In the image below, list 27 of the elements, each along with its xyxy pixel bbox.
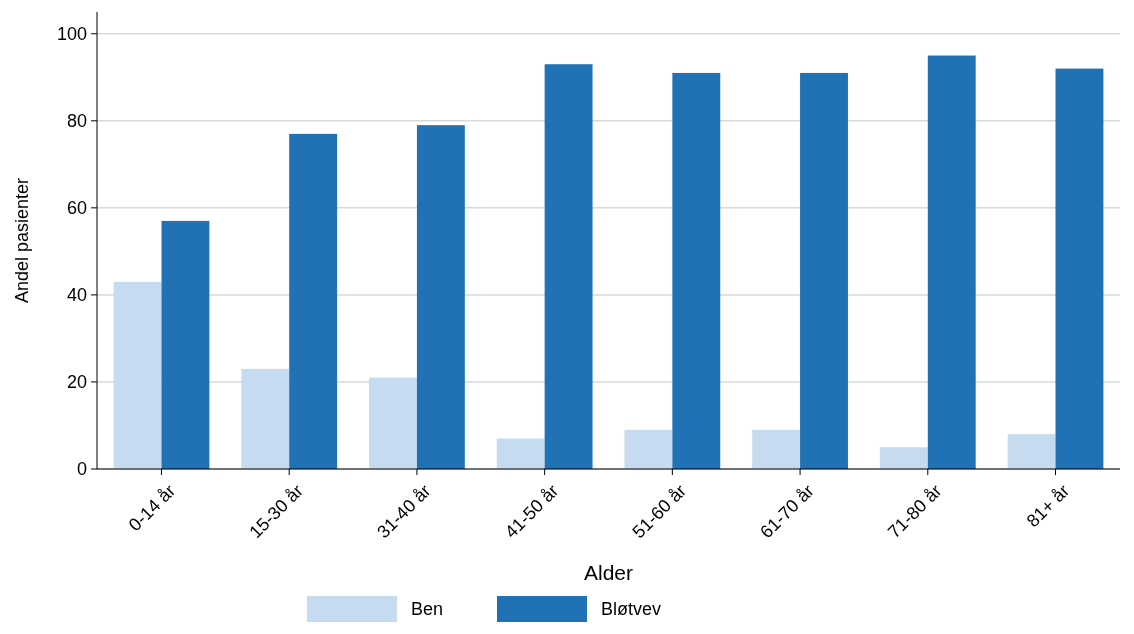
y-tick-label: 80	[66, 111, 87, 132]
x-tick-label: 81+ år	[1022, 480, 1074, 532]
bar	[927, 55, 976, 469]
bar	[496, 438, 545, 469]
legend-label: Ben	[411, 599, 444, 620]
bar	[879, 447, 928, 469]
bar	[1055, 68, 1104, 469]
y-tick-label: 60	[66, 198, 87, 219]
bar	[624, 429, 673, 469]
y-tick-label: 0	[76, 459, 87, 480]
bar	[289, 133, 338, 469]
y-tick-label: 100	[56, 24, 87, 45]
bar	[416, 125, 465, 469]
bar	[113, 281, 162, 469]
bar	[800, 72, 848, 469]
bar	[369, 377, 417, 469]
y-tick-label: 20	[66, 372, 87, 393]
bar	[752, 429, 801, 469]
bar	[1007, 434, 1056, 469]
bar	[672, 72, 721, 469]
bar	[241, 368, 290, 469]
y-tick-label: 40	[66, 285, 87, 306]
bar	[161, 220, 210, 469]
y-axis-title: Andel pasienter	[12, 177, 32, 304]
legend-label: Bløtvev	[601, 599, 662, 620]
bar	[544, 64, 593, 469]
x-axis-title: Alder	[583, 561, 634, 584]
